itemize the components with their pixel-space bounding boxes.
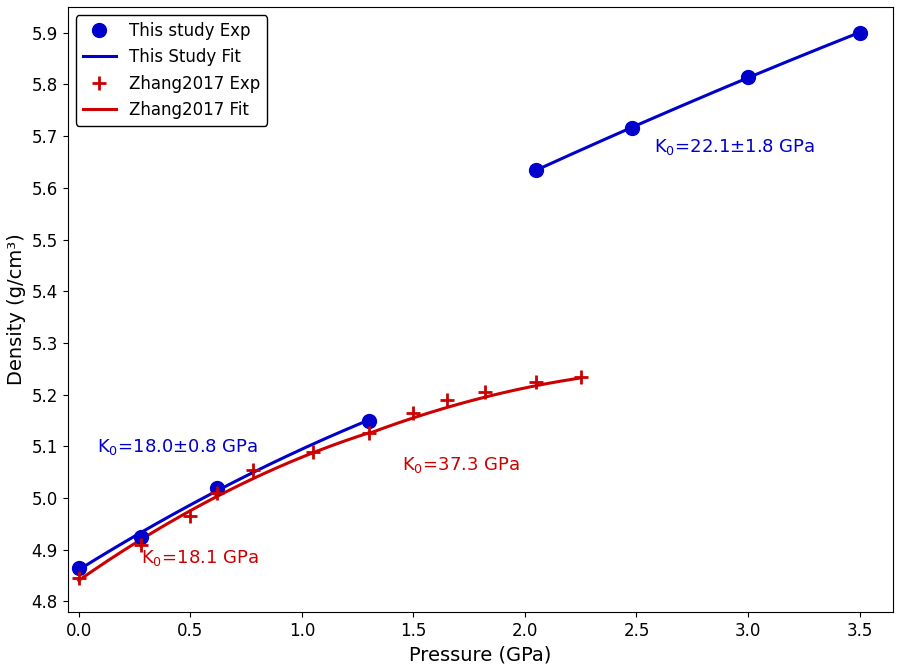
Zhang2017 Exp (308, 448, 319, 456)
This Study Fit (349, 422, 360, 430)
This Study Fit (85, 558, 95, 566)
Zhang2017 Fit (127, 541, 138, 549)
Line: This study Exp: This study Exp (72, 26, 867, 575)
This Study Fit (74, 566, 85, 574)
Zhang2017 Exp (74, 574, 85, 582)
Zhang2017 Fit (349, 433, 360, 442)
This Study Fit (127, 533, 138, 541)
Zhang2017 Fit (338, 437, 349, 446)
X-axis label: Pressure (GPa): Pressure (GPa) (410, 645, 552, 664)
This Study Fit (150, 520, 161, 528)
Line: Zhang2017 Exp: Zhang2017 Exp (72, 370, 588, 585)
Zhang2017 Fit (150, 526, 161, 534)
This study Exp (364, 417, 374, 425)
Legend: This study Exp, This Study Fit, Zhang2017 Exp, Zhang2017 Fit: This study Exp, This Study Fit, Zhang201… (76, 15, 267, 125)
Line: This Study Fit: This Study Fit (79, 420, 369, 570)
This study Exp (212, 484, 222, 492)
Zhang2017 Exp (248, 466, 258, 474)
Zhang2017 Exp (408, 409, 418, 417)
Zhang2017 Fit (74, 576, 85, 584)
Line: Zhang2017 Fit: Zhang2017 Fit (79, 433, 369, 580)
Text: K$_0$=22.1$\pm$1.8 GPa: K$_0$=22.1$\pm$1.8 GPa (654, 137, 815, 157)
Zhang2017 Exp (531, 378, 542, 386)
This study Exp (854, 29, 865, 37)
Y-axis label: Density (g/cm³): Density (g/cm³) (7, 234, 26, 385)
Zhang2017 Exp (442, 396, 453, 404)
Zhang2017 Fit (85, 568, 95, 576)
Zhang2017 Exp (136, 541, 147, 549)
Zhang2017 Exp (575, 372, 586, 380)
This Study Fit (364, 416, 374, 424)
This study Exp (742, 72, 753, 81)
Text: K$_0$=18.1 GPa: K$_0$=18.1 GPa (141, 548, 259, 568)
This study Exp (74, 564, 85, 572)
Zhang2017 Exp (364, 429, 374, 437)
This study Exp (626, 124, 637, 132)
Zhang2017 Exp (184, 512, 195, 520)
Text: K$_0$=18.0$\pm$0.8 GPa: K$_0$=18.0$\pm$0.8 GPa (96, 437, 257, 456)
Zhang2017 Exp (212, 489, 222, 497)
Zhang2017 Fit (91, 564, 102, 572)
This Study Fit (338, 426, 349, 434)
Text: K$_0$=37.3 GPa: K$_0$=37.3 GPa (402, 455, 520, 474)
This Study Fit (91, 555, 102, 563)
Zhang2017 Fit (364, 429, 374, 437)
Zhang2017 Exp (480, 388, 491, 396)
This study Exp (136, 533, 147, 541)
This study Exp (531, 166, 542, 174)
